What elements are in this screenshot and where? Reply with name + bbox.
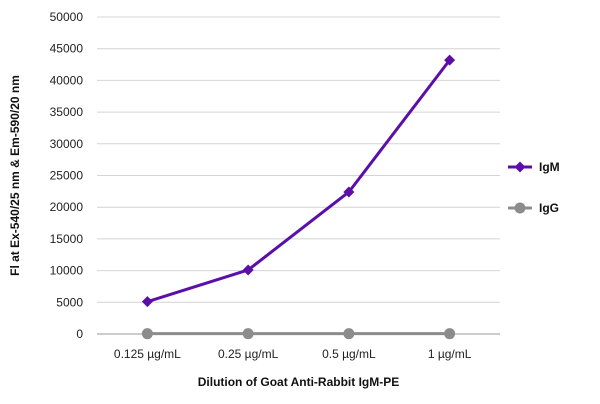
x-axis-tick-labels: 0.125 µg/mL 0.25 µg/mL 0.5 µg/mL 1 µg/mL (114, 347, 472, 361)
legend: IgM IgG (508, 160, 560, 215)
y-tick-label: 25000 (50, 169, 84, 183)
y-tick-label: 50000 (50, 10, 84, 24)
legend-marker-igm (514, 161, 526, 173)
y-tick-label: 15000 (50, 232, 84, 246)
series-line-igm (146, 59, 451, 304)
x-tick-label: 1 µg/mL (428, 347, 472, 361)
y-tick-label: 5000 (56, 295, 83, 309)
legend-item-igm: IgM (508, 160, 560, 174)
legend-label: IgG (539, 201, 559, 215)
data-point-igg (141, 328, 153, 340)
legend-marker-igg (514, 202, 526, 214)
y-tick-label: 40000 (50, 73, 84, 87)
series-igg (141, 328, 456, 340)
data-point-igm (343, 186, 355, 198)
series-igm (141, 54, 456, 308)
y-tick-label: 0 (76, 327, 83, 341)
y-axis-title: Fl at Ex-540/25 nm & Em-590/20 nm (8, 75, 22, 276)
x-tick-label: 0.25 µg/mL (218, 347, 279, 361)
data-point-igg (444, 328, 456, 340)
data-point-igg (343, 328, 355, 340)
data-point-igm (141, 296, 153, 308)
x-axis-title: Dilution of Goat Anti-Rabbit IgM-PE (198, 375, 400, 389)
y-tick-label: 30000 (50, 137, 84, 151)
y-tick-label: 45000 (50, 42, 84, 56)
data-point-igg (242, 328, 254, 340)
gridlines (97, 16, 500, 303)
y-tick-label: 10000 (50, 264, 84, 278)
x-tick-label: 0.125 µg/mL (114, 347, 181, 361)
legend-item-igg: IgG (508, 201, 559, 215)
y-tick-label: 35000 (50, 105, 84, 119)
data-point-igm (242, 264, 254, 276)
data-point-igm (444, 54, 456, 66)
legend-label: IgM (539, 160, 560, 174)
x-tick-label: 0.5 µg/mL (322, 347, 376, 361)
series-layer (141, 54, 456, 340)
y-axis-tick-labels: 0 5000 10000 15000 20000 25000 30000 35000 40000… (50, 10, 84, 341)
y-tick-label: 20000 (50, 200, 84, 214)
